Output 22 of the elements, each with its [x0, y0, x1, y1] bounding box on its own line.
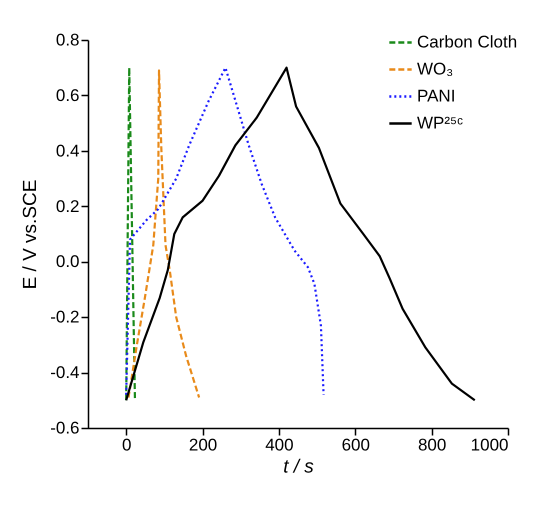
line-series — [127, 69, 200, 399]
x-tick-label: 200 — [188, 436, 218, 454]
y-tick-label: 0.4 — [56, 141, 80, 160]
x-tick-label: 1000 — [470, 436, 508, 454]
y-tick-label: 0.6 — [56, 86, 80, 105]
y-tick-label: -0.4 — [50, 363, 80, 382]
x-tick-label: 400 — [265, 436, 294, 454]
y-tick-label: -0.2 — [50, 308, 80, 327]
x-axis-title: t / s — [283, 456, 314, 478]
legend-label: WO₃ — [417, 60, 454, 78]
legend-label: WP²⁵ᶜ — [417, 114, 464, 132]
x-tick-label: 600 — [342, 436, 370, 454]
y-tick-label: 0.0 — [56, 252, 80, 272]
legend-label: PANI — [417, 86, 456, 106]
legend-label: Carbon Cloth — [417, 32, 518, 52]
y-tick-label: 0.2 — [56, 196, 80, 216]
line-series — [125, 66, 325, 396]
x-tick-label: 0 — [122, 436, 132, 454]
y-tick-label: -0.6 — [50, 418, 80, 438]
y-axis-title: E / V vs.SCE — [20, 180, 42, 290]
y-tick-label: 0.8 — [56, 30, 80, 50]
x-tick-label: 800 — [418, 436, 446, 454]
